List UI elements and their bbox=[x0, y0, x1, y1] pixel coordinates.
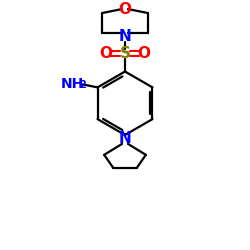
Text: NH: NH bbox=[61, 78, 84, 92]
Text: N: N bbox=[119, 132, 132, 146]
Text: O: O bbox=[137, 46, 150, 61]
Text: O: O bbox=[100, 46, 113, 61]
Text: N: N bbox=[119, 29, 132, 44]
Text: 2: 2 bbox=[79, 80, 86, 90]
Text: O: O bbox=[118, 2, 132, 16]
Text: S: S bbox=[120, 46, 130, 61]
